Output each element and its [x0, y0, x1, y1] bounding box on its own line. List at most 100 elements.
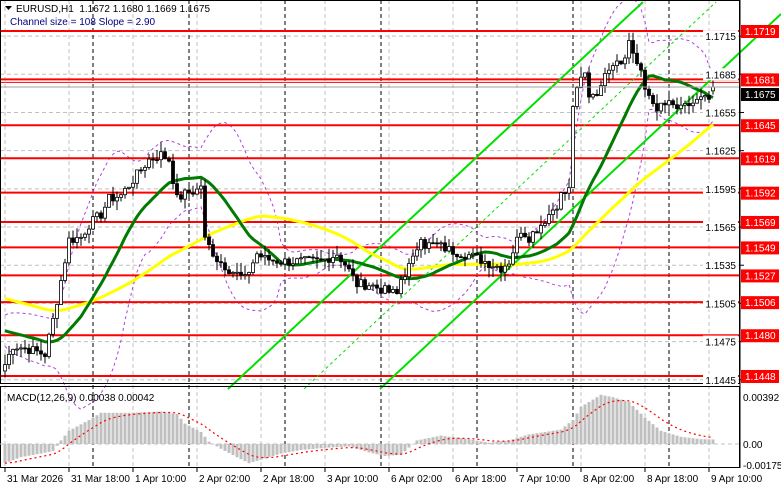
candle-bear[interactable] — [287, 258, 291, 266]
candle-bear[interactable] — [651, 95, 655, 105]
candle-bear[interactable] — [671, 100, 675, 106]
candle-bull[interactable] — [583, 72, 587, 78]
candle-bull[interactable] — [383, 285, 387, 294]
candle-bear[interactable] — [307, 256, 311, 259]
candle-bull[interactable] — [471, 252, 475, 256]
candle-bear[interactable] — [463, 256, 467, 260]
candle-bear[interactable] — [111, 193, 115, 202]
candle-bull[interactable] — [3, 364, 7, 372]
candle-bull[interactable] — [147, 158, 151, 168]
candle-bear[interactable] — [175, 183, 179, 196]
candle-bull[interactable] — [683, 103, 687, 106]
candle-bear[interactable] — [239, 271, 243, 276]
candle-bear[interactable] — [171, 160, 175, 184]
candle-bear[interactable] — [275, 260, 279, 264]
candle-bull[interactable] — [519, 232, 523, 238]
candle-bull[interactable] — [659, 102, 663, 112]
candle-bear[interactable] — [215, 255, 219, 263]
candle-bull[interactable] — [511, 252, 515, 265]
candle-bull[interactable] — [415, 249, 419, 257]
candle-bull[interactable] — [323, 258, 327, 261]
candle-bull[interactable] — [291, 263, 295, 266]
candle-bear[interactable] — [227, 269, 231, 275]
candle-bear[interactable] — [339, 254, 343, 263]
candle-bull[interactable] — [575, 87, 579, 107]
candle-bear[interactable] — [179, 194, 183, 200]
candle-bear[interactable] — [435, 242, 439, 245]
channel-middle-line[interactable] — [303, 1, 717, 390]
candle-bull[interactable] — [539, 225, 543, 234]
candle-bull[interactable] — [195, 188, 199, 195]
candle-bull[interactable] — [47, 333, 51, 357]
candle-bear[interactable] — [327, 258, 331, 263]
candle-bull[interactable] — [695, 98, 699, 104]
candle-bull[interactable] — [359, 279, 363, 288]
candle-bull[interactable] — [503, 265, 507, 273]
candle-bull[interactable] — [579, 76, 583, 89]
candle-bull[interactable] — [691, 102, 695, 107]
candle-bull[interactable] — [331, 257, 335, 263]
candle-bear[interactable] — [663, 102, 667, 106]
candle-bull[interactable] — [159, 151, 163, 161]
candle-bull[interactable] — [411, 255, 415, 264]
candle-bear[interactable] — [635, 52, 639, 65]
candle-bull[interactable] — [591, 93, 595, 98]
candle-bull[interactable] — [135, 169, 139, 184]
candle-bull[interactable] — [31, 346, 35, 354]
candle-bear[interactable] — [631, 40, 635, 54]
time-axis[interactable]: 31 Mar 2026 31 Mar 18:00 1 Apr 10:00 2 Apr … — [4, 468, 763, 485]
candle-bear[interactable] — [319, 258, 323, 261]
candle-bull[interactable] — [543, 222, 547, 226]
candle-bear[interactable] — [267, 255, 271, 261]
candle-bull[interactable] — [123, 187, 127, 196]
candle-bull[interactable] — [91, 216, 95, 230]
candle-bull[interactable] — [63, 262, 67, 281]
candle-bull[interactable] — [11, 348, 15, 355]
candle-bull[interactable] — [199, 185, 203, 190]
candle-bear[interactable] — [71, 237, 75, 243]
candle-bear[interactable] — [271, 259, 275, 262]
candle-bear[interactable] — [655, 103, 659, 112]
candle-bull[interactable] — [127, 186, 131, 189]
candle-bull[interactable] — [79, 236, 83, 239]
candle-bull[interactable] — [599, 85, 603, 96]
candle-bear[interactable] — [191, 192, 195, 195]
candle-bull[interactable] — [407, 263, 411, 278]
candle-bear[interactable] — [443, 242, 447, 252]
candle-bear[interactable] — [707, 95, 711, 100]
candle-bull[interactable] — [567, 187, 571, 194]
candle-bull[interactable] — [531, 231, 535, 243]
candle-bear[interactable] — [499, 265, 503, 273]
candle-bear[interactable] — [163, 151, 167, 159]
candle-bull[interactable] — [615, 60, 619, 66]
price-axis[interactable]: 1.1715 1.1685 1.1655 1.1625 1.1595 1.1565 1.15… — [703, 30, 781, 472]
candle-bull[interactable] — [667, 100, 671, 106]
candle-bull[interactable] — [55, 304, 59, 319]
candle-bull[interactable] — [119, 194, 123, 198]
candle-bull[interactable] — [611, 65, 615, 71]
candle-bull[interactable] — [335, 254, 339, 258]
candle-bull[interactable] — [403, 276, 407, 280]
candle-bull[interactable] — [131, 182, 135, 188]
candle-bear[interactable] — [379, 287, 383, 294]
candle-bull[interactable] — [143, 166, 147, 171]
candle-bull[interactable] — [419, 239, 423, 251]
candle-bull[interactable] — [447, 246, 451, 252]
candle-bear[interactable] — [343, 261, 347, 266]
candle-bull[interactable] — [603, 73, 607, 87]
candle-bull[interactable] — [467, 254, 471, 260]
candle-bull[interactable] — [83, 233, 87, 238]
candle-bull[interactable] — [255, 253, 259, 264]
candle-bear[interactable] — [527, 236, 531, 243]
candle-bear[interactable] — [535, 231, 539, 234]
candle-bear[interactable] — [619, 60, 623, 65]
candle-bear[interactable] — [375, 284, 379, 289]
candle-bear[interactable] — [151, 158, 155, 161]
candle-bear[interactable] — [27, 347, 31, 354]
candle-bear[interactable] — [647, 88, 651, 96]
candle-bull[interactable] — [439, 242, 443, 245]
candle-bull[interactable] — [507, 263, 511, 267]
candle-bull[interactable] — [699, 96, 703, 100]
candle-bull[interactable] — [547, 214, 551, 224]
candle-bear[interactable] — [23, 347, 27, 350]
